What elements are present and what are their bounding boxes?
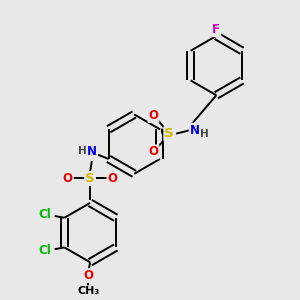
Text: Cl: Cl (38, 244, 51, 257)
Text: O: O (148, 109, 158, 122)
Text: H: H (200, 129, 208, 139)
Text: O: O (148, 145, 158, 158)
Text: O: O (63, 172, 73, 185)
Text: H: H (78, 146, 86, 156)
Text: CH₃: CH₃ (77, 286, 100, 296)
Text: O: O (107, 172, 117, 185)
Text: N: N (190, 124, 200, 137)
Text: F: F (212, 23, 220, 36)
Text: S: S (164, 127, 174, 140)
Text: O: O (83, 269, 93, 282)
Text: S: S (85, 172, 95, 185)
Text: N: N (87, 146, 97, 158)
Text: Cl: Cl (38, 208, 51, 221)
